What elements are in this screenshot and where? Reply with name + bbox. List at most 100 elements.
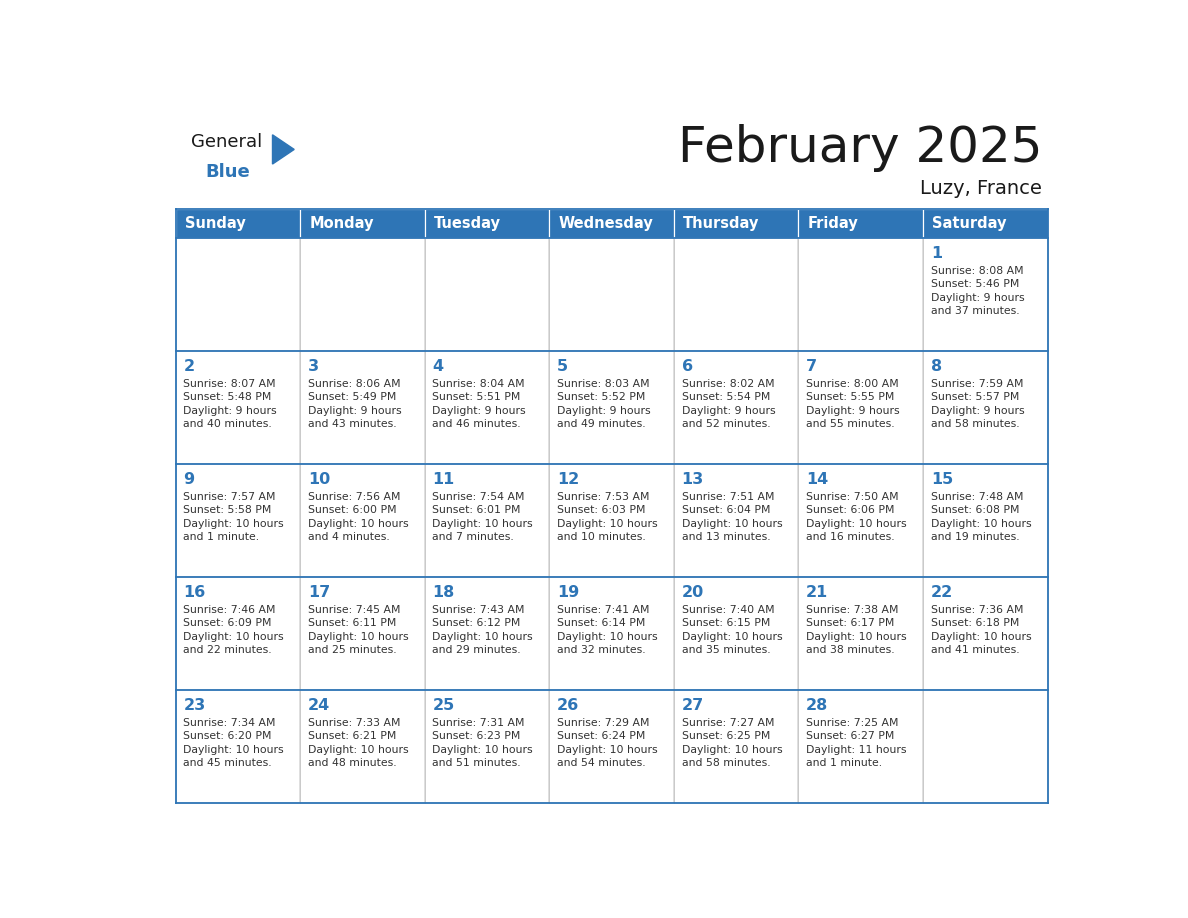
Text: Sunrise: 7:48 AM: Sunrise: 7:48 AM	[930, 492, 1023, 502]
Text: Sunrise: 7:50 AM: Sunrise: 7:50 AM	[807, 492, 899, 502]
Bar	[549, 465, 674, 577]
Text: and 4 minutes.: and 4 minutes.	[308, 532, 390, 543]
Text: Sunrise: 7:45 AM: Sunrise: 7:45 AM	[308, 605, 400, 615]
Bar	[425, 690, 549, 803]
Text: Sunrise: 8:00 AM: Sunrise: 8:00 AM	[807, 379, 899, 388]
Bar	[549, 208, 674, 238]
Text: Daylight: 11 hours: Daylight: 11 hours	[807, 744, 906, 755]
Text: 24: 24	[308, 698, 330, 712]
Text: and 43 minutes.: and 43 minutes.	[308, 420, 397, 429]
Text: 7: 7	[807, 359, 817, 374]
Text: Sunrise: 7:54 AM: Sunrise: 7:54 AM	[432, 492, 525, 502]
Text: Sunset: 5:49 PM: Sunset: 5:49 PM	[308, 392, 397, 402]
Bar	[923, 351, 1048, 465]
Text: Sunset: 6:27 PM: Sunset: 6:27 PM	[807, 732, 895, 742]
Text: Daylight: 10 hours: Daylight: 10 hours	[682, 632, 782, 642]
Text: Daylight: 9 hours: Daylight: 9 hours	[308, 406, 402, 416]
Text: 15: 15	[930, 472, 953, 487]
Bar	[425, 577, 549, 690]
Text: Sunrise: 8:04 AM: Sunrise: 8:04 AM	[432, 379, 525, 388]
Text: 4: 4	[432, 359, 443, 374]
Text: 12: 12	[557, 472, 580, 487]
Bar	[301, 208, 425, 238]
Text: and 7 minutes.: and 7 minutes.	[432, 532, 514, 543]
Text: Sunset: 6:04 PM: Sunset: 6:04 PM	[682, 505, 770, 515]
Text: Daylight: 9 hours: Daylight: 9 hours	[557, 406, 651, 416]
Text: 19: 19	[557, 585, 580, 599]
Text: 14: 14	[807, 472, 828, 487]
Text: Sunset: 6:17 PM: Sunset: 6:17 PM	[807, 619, 895, 628]
Text: Sunrise: 7:25 AM: Sunrise: 7:25 AM	[807, 718, 898, 728]
Text: February 2025: February 2025	[677, 124, 1042, 172]
Text: Daylight: 10 hours: Daylight: 10 hours	[183, 519, 284, 529]
Text: Sunset: 6:24 PM: Sunset: 6:24 PM	[557, 732, 645, 742]
Text: Sunrise: 8:02 AM: Sunrise: 8:02 AM	[682, 379, 775, 388]
Text: Sunrise: 7:59 AM: Sunrise: 7:59 AM	[930, 379, 1023, 388]
Text: and 41 minutes.: and 41 minutes.	[930, 645, 1019, 655]
Text: and 55 minutes.: and 55 minutes.	[807, 420, 895, 429]
Text: Daylight: 9 hours: Daylight: 9 hours	[682, 406, 776, 416]
Text: 2: 2	[183, 359, 195, 374]
Bar	[923, 238, 1048, 351]
Text: Daylight: 10 hours: Daylight: 10 hours	[557, 744, 658, 755]
Bar	[176, 238, 301, 351]
Text: 11: 11	[432, 472, 455, 487]
Text: Daylight: 10 hours: Daylight: 10 hours	[183, 744, 284, 755]
Text: Daylight: 10 hours: Daylight: 10 hours	[432, 519, 533, 529]
Text: and 45 minutes.: and 45 minutes.	[183, 758, 272, 768]
Text: Sunset: 6:18 PM: Sunset: 6:18 PM	[930, 619, 1019, 628]
Text: Sunset: 5:55 PM: Sunset: 5:55 PM	[807, 392, 895, 402]
Text: Sunset: 6:03 PM: Sunset: 6:03 PM	[557, 505, 645, 515]
Text: Sunrise: 8:08 AM: Sunrise: 8:08 AM	[930, 265, 1023, 275]
Polygon shape	[272, 135, 295, 164]
Text: Saturday: Saturday	[933, 216, 1006, 230]
Text: Sunrise: 7:40 AM: Sunrise: 7:40 AM	[682, 605, 775, 615]
Bar	[798, 465, 923, 577]
Text: 26: 26	[557, 698, 580, 712]
Text: Thursday: Thursday	[683, 216, 759, 230]
Text: Sunrise: 7:36 AM: Sunrise: 7:36 AM	[930, 605, 1023, 615]
Text: Sunset: 6:09 PM: Sunset: 6:09 PM	[183, 619, 272, 628]
Bar	[301, 577, 425, 690]
Bar	[674, 465, 798, 577]
Text: Sunset: 5:48 PM: Sunset: 5:48 PM	[183, 392, 272, 402]
Text: and 13 minutes.: and 13 minutes.	[682, 532, 770, 543]
Text: Daylight: 10 hours: Daylight: 10 hours	[682, 744, 782, 755]
Bar	[176, 351, 301, 465]
Text: Sunset: 6:12 PM: Sunset: 6:12 PM	[432, 619, 520, 628]
Text: and 1 minute.: and 1 minute.	[807, 758, 883, 768]
Bar	[674, 577, 798, 690]
Text: 1: 1	[930, 246, 942, 261]
Text: Sunset: 5:52 PM: Sunset: 5:52 PM	[557, 392, 645, 402]
Text: Daylight: 10 hours: Daylight: 10 hours	[930, 519, 1031, 529]
Bar	[301, 351, 425, 465]
Text: 18: 18	[432, 585, 455, 599]
Bar	[425, 465, 549, 577]
Text: Daylight: 10 hours: Daylight: 10 hours	[930, 632, 1031, 642]
Text: and 10 minutes.: and 10 minutes.	[557, 532, 646, 543]
Text: Sunset: 5:46 PM: Sunset: 5:46 PM	[930, 279, 1019, 289]
Text: Sunset: 6:14 PM: Sunset: 6:14 PM	[557, 619, 645, 628]
Text: and 19 minutes.: and 19 minutes.	[930, 532, 1019, 543]
Bar	[301, 465, 425, 577]
Text: and 54 minutes.: and 54 minutes.	[557, 758, 645, 768]
Text: Daylight: 10 hours: Daylight: 10 hours	[557, 519, 658, 529]
Bar	[674, 690, 798, 803]
Text: Daylight: 10 hours: Daylight: 10 hours	[682, 519, 782, 529]
Text: and 22 minutes.: and 22 minutes.	[183, 645, 272, 655]
Text: 22: 22	[930, 585, 953, 599]
Text: Sunset: 6:25 PM: Sunset: 6:25 PM	[682, 732, 770, 742]
Text: and 58 minutes.: and 58 minutes.	[930, 420, 1019, 429]
Text: Sunrise: 8:07 AM: Sunrise: 8:07 AM	[183, 379, 276, 388]
Text: Daylight: 9 hours: Daylight: 9 hours	[930, 406, 1024, 416]
Text: Sunrise: 7:34 AM: Sunrise: 7:34 AM	[183, 718, 276, 728]
Text: Sunrise: 7:38 AM: Sunrise: 7:38 AM	[807, 605, 898, 615]
Text: Sunset: 6:21 PM: Sunset: 6:21 PM	[308, 732, 397, 742]
Text: Sunset: 6:08 PM: Sunset: 6:08 PM	[930, 505, 1019, 515]
Text: Tuesday: Tuesday	[434, 216, 501, 230]
Text: Daylight: 10 hours: Daylight: 10 hours	[807, 632, 906, 642]
Text: Sunset: 6:15 PM: Sunset: 6:15 PM	[682, 619, 770, 628]
Bar	[425, 208, 549, 238]
Text: and 35 minutes.: and 35 minutes.	[682, 645, 770, 655]
Text: 27: 27	[682, 698, 703, 712]
